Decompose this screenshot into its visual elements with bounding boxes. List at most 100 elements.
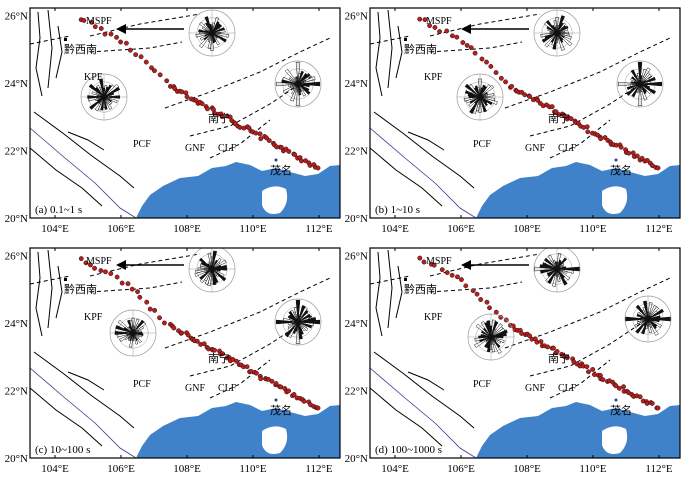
label-gnf: GNF: [185, 143, 205, 154]
station-marker-icon: [637, 394, 643, 400]
x-tick-label: 112°E: [645, 463, 672, 475]
solid-fault: [30, 147, 103, 207]
station-marker-icon: [103, 269, 108, 275]
map-frame: [29, 7, 341, 219]
arrow-icon-head: [461, 260, 471, 270]
panel-label: (a) 0.1~1 s: [35, 204, 82, 216]
label-pcf: PCF: [133, 379, 151, 390]
station-marker-icon: [162, 320, 167, 326]
rose-diagram-icon-center: [554, 30, 560, 36]
rose-diagram-icon-petal: [297, 73, 311, 85]
station-marker-icon: [549, 104, 555, 110]
solid-fault: [407, 131, 445, 151]
station-marker-icon: [98, 268, 104, 274]
station-marker-icon: [421, 259, 427, 265]
map-frame: [29, 247, 341, 459]
station-marker-icon: [108, 31, 114, 37]
station-marker-icon: [444, 270, 450, 275]
label-nanning: 南宁: [548, 351, 570, 365]
station-marker-icon: [92, 265, 97, 271]
station-marker-icon: [439, 267, 445, 273]
y-tick-label: 24°N: [345, 318, 368, 330]
rose-diagram-icon-petal: [617, 81, 641, 87]
dashed-fault: [89, 13, 201, 37]
solid-fault: [370, 387, 443, 447]
solid-fault: [370, 147, 443, 207]
dashed-fault: [209, 359, 271, 399]
peninsula-gap: [262, 426, 288, 454]
y-tick-label: 20°N: [345, 213, 368, 225]
y-tick-label: 24°N: [345, 78, 368, 90]
rose-diagram-icon-petal: [295, 299, 301, 323]
station-marker-icon: [254, 370, 259, 376]
station-marker-icon: [417, 255, 423, 261]
rose-diagram-icon-petal: [87, 95, 105, 99]
rose-diagram-icon-petal: [556, 32, 573, 47]
rose-diagram-icon-petal: [639, 80, 652, 85]
station-marker-icon: [527, 94, 533, 99]
y-tick-label: 22°N: [5, 386, 28, 398]
label-pcf: PCF: [473, 139, 491, 150]
label-mspf: MSPF: [86, 16, 112, 27]
station-marker-icon: [199, 101, 205, 107]
station-marker-icon: [554, 349, 560, 354]
label-clf: CLF: [558, 383, 577, 394]
rose-diagram-icon-center: [295, 81, 301, 87]
solid-fault: [373, 111, 475, 189]
x-tick-label: 106°E: [107, 463, 135, 475]
rose-diagram-icon-petal: [637, 83, 643, 107]
station-marker-icon: [299, 158, 304, 164]
station-marker-icon: [472, 50, 478, 56]
y-tick-label: 20°N: [5, 213, 28, 225]
station-marker-icon: [133, 52, 139, 58]
x-tick-label: 104°E: [381, 223, 409, 235]
y-tick-label: 26°N: [345, 11, 368, 23]
y-tick-label: 24°N: [5, 318, 28, 330]
station-marker-icon: [503, 79, 508, 85]
station-marker-icon: [488, 64, 494, 69]
station-marker-icon: [626, 150, 632, 156]
x-tick-label: 108°E: [173, 223, 201, 235]
town-marker: [614, 398, 618, 402]
arrow-icon-head: [116, 260, 126, 270]
panel-label: (b) 1~10 s: [375, 204, 420, 216]
dashed-fault: [164, 277, 331, 349]
station-marker-icon: [498, 75, 504, 81]
station-marker-icon: [509, 83, 514, 89]
label-nanning: 南宁: [208, 351, 230, 365]
x-tick-label: 104°E: [41, 223, 69, 235]
station-marker-icon: [157, 72, 163, 78]
station-marker-icon: [618, 144, 624, 150]
rose-diagram-icon-petal: [544, 32, 558, 48]
border-line: [30, 367, 137, 458]
station-marker-icon: [479, 56, 485, 62]
station-marker-icon: [78, 256, 84, 262]
station-marker-icon: [568, 116, 574, 122]
station-marker-icon: [234, 358, 239, 364]
label-gnf: GNF: [525, 383, 545, 394]
station-marker-icon: [98, 26, 104, 31]
sea: [476, 162, 680, 218]
station-marker-icon: [527, 333, 533, 339]
station-marker-icon: [315, 165, 321, 171]
x-tick-label: 112°E: [305, 463, 332, 475]
station-marker-icon: [545, 344, 551, 350]
y-tick-label: 26°N: [345, 251, 368, 263]
station-marker-icon: [119, 280, 125, 286]
peninsula-gap: [262, 186, 288, 214]
station-marker-icon: [244, 364, 250, 370]
dashed-fault: [164, 37, 331, 109]
label-kpf: KPF: [424, 312, 443, 323]
station-marker-icon: [237, 125, 243, 130]
rose-diagram-icon-petal: [103, 95, 121, 99]
rose-diagram-icon-petal: [297, 79, 315, 85]
station-marker-icon: [152, 68, 157, 74]
station-marker-icon: [584, 364, 590, 370]
station-marker-icon: [561, 112, 567, 118]
label-qianxinan: 黔西南: [64, 42, 97, 56]
rose-diagram-icon-petal: [626, 83, 641, 97]
solid-fault: [387, 9, 393, 89]
